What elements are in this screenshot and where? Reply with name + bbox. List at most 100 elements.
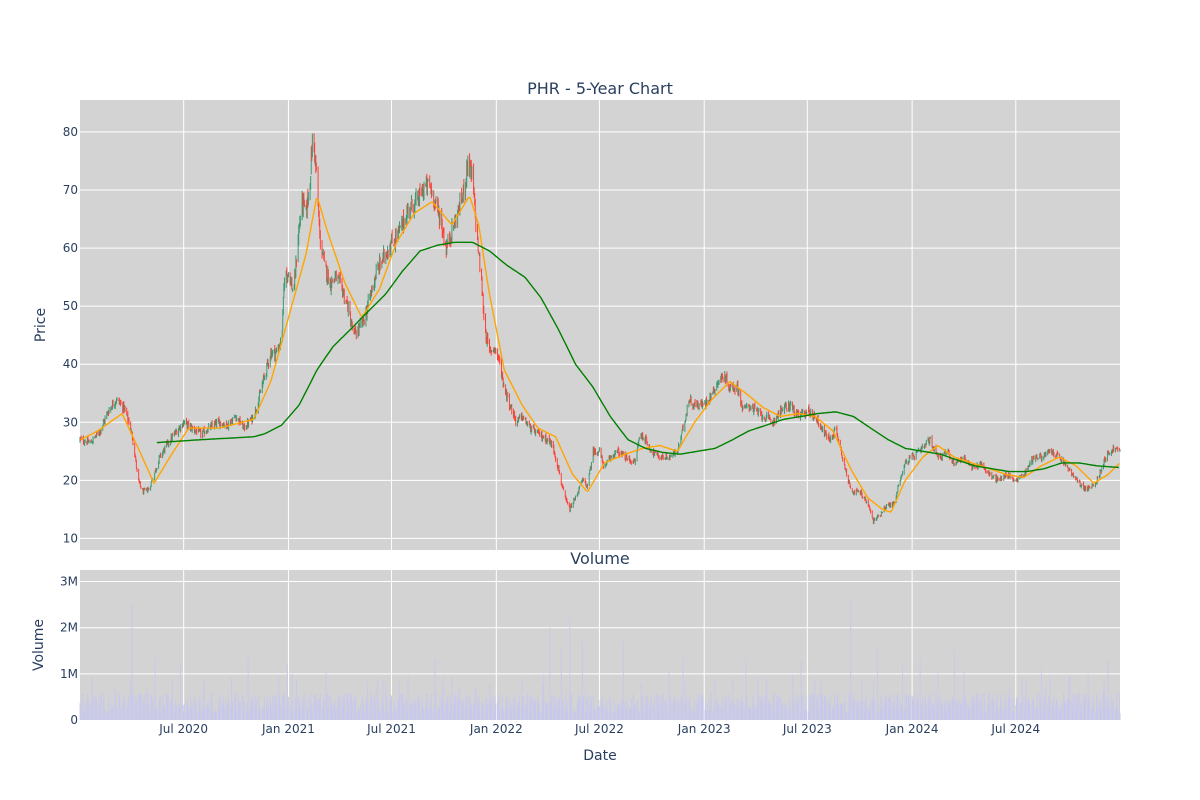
volume-bar-261 xyxy=(287,707,289,720)
volume-bar-1106 xyxy=(961,703,963,720)
volume-bar-568 xyxy=(532,699,534,720)
volume-bar-917 xyxy=(810,693,812,720)
volume-bar-743 xyxy=(672,704,674,720)
volume-bar-1185 xyxy=(1024,710,1026,720)
volume-bar-1178 xyxy=(1019,709,1021,720)
volume-bar-229 xyxy=(262,706,264,720)
volume-bar-395 xyxy=(394,713,396,720)
volume-bar-1165 xyxy=(1008,698,1010,720)
volume-bar-189 xyxy=(230,712,232,720)
volume-bar-1181 xyxy=(1021,702,1022,720)
volume-bar-470 xyxy=(454,694,456,720)
volume-bar-996 xyxy=(873,699,875,720)
volume-bar-153 xyxy=(202,712,203,720)
volume-bar-1070 xyxy=(932,705,934,720)
volume-bar-1186 xyxy=(1025,698,1026,720)
volume-bar-1239 xyxy=(1067,698,1069,720)
volume-bar-90 xyxy=(151,695,153,720)
volume-bar-430 xyxy=(422,708,424,720)
volume-bar-1103 xyxy=(959,699,961,720)
volume-bar-534 xyxy=(505,699,507,720)
volume-bar-896 xyxy=(793,712,795,720)
volume-bar-506 xyxy=(482,702,484,720)
volume-bar-872 xyxy=(774,711,776,720)
volume-bar-559 xyxy=(525,707,527,720)
volume-bar-451 xyxy=(438,708,440,720)
volume-bar-1220 xyxy=(1052,703,1054,720)
volume-bar-1025 xyxy=(896,695,898,720)
volume-bar-835 xyxy=(745,660,747,720)
volume-bar-481 xyxy=(462,701,464,720)
volume-bar-977 xyxy=(858,700,860,720)
volume-bar-1010 xyxy=(884,696,886,720)
volume-bar-753 xyxy=(680,696,682,720)
volume-bar-729 xyxy=(661,702,663,720)
volume-bar-1086 xyxy=(945,697,947,720)
volume-bar-288 xyxy=(309,703,311,720)
volume-bar-936 xyxy=(825,702,827,720)
volume-bar-1164 xyxy=(1007,695,1009,720)
volume-bar-342 xyxy=(351,703,353,720)
volume-bar-955 xyxy=(841,703,842,720)
volume-bar-7 xyxy=(84,701,86,720)
volume-bar-711 xyxy=(646,694,648,720)
volume-bar-298 xyxy=(317,698,319,720)
volume-bar-205 xyxy=(243,712,244,720)
volume-bar-283 xyxy=(305,700,307,720)
volume-bar-841 xyxy=(749,708,751,720)
volume-bar-746 xyxy=(674,702,676,720)
volume-bar-1175 xyxy=(1016,700,1018,720)
volume-bar-1013 xyxy=(887,697,889,720)
volume-bar-148 xyxy=(198,713,199,720)
volume-bar-214 xyxy=(250,695,252,720)
volume-bar-168 xyxy=(214,710,215,720)
volume-bar-312 xyxy=(327,695,329,720)
volume-bar-279 xyxy=(302,705,304,720)
volume-bar-679 xyxy=(621,700,623,720)
volume-bar-388 xyxy=(389,699,391,720)
volume-bar-272 xyxy=(296,680,297,720)
volume-bar-842 xyxy=(750,708,752,720)
volume-bar-958 xyxy=(843,702,845,720)
volume-bar-689 xyxy=(629,707,631,720)
volume-grid xyxy=(80,570,1120,720)
volume-bar-563 xyxy=(528,694,530,720)
volume-bar-852 xyxy=(758,695,760,720)
volume-bar-716 xyxy=(650,694,652,720)
volume-bar-163 xyxy=(210,713,211,720)
volume-bar-807 xyxy=(722,705,724,720)
volume-bar-1296 xyxy=(1112,698,1114,720)
volume-bar-965 xyxy=(849,702,850,720)
volume-bar-700 xyxy=(637,706,639,720)
volume-bar-1039 xyxy=(908,696,910,720)
volume-bar-135 xyxy=(187,698,189,720)
volume-bar-732 xyxy=(662,694,664,720)
volume-bar-310 xyxy=(326,693,328,720)
volume-bar-629 xyxy=(581,703,583,720)
volume-bar-1202 xyxy=(1037,710,1039,720)
volume-bar-1080 xyxy=(940,702,942,720)
volume-bar-118 xyxy=(174,711,176,720)
volume-bar-466 xyxy=(450,705,452,720)
volume-bar-691 xyxy=(630,709,632,720)
volume-bar-768 xyxy=(692,709,694,720)
volume-bar-949 xyxy=(836,696,838,720)
volume-bar-227 xyxy=(260,710,262,720)
volume-bar-649 xyxy=(597,706,599,720)
volume-bar-658 xyxy=(604,705,606,720)
volume-bar-812 xyxy=(726,712,728,720)
volume-bar-889 xyxy=(788,710,790,720)
volume-bar-259 xyxy=(286,696,288,720)
volume-bar-143 xyxy=(194,699,195,720)
volume-bar-1240 xyxy=(1068,677,1070,720)
volume-bar-1094 xyxy=(952,697,954,720)
volume-bar-456 xyxy=(442,677,444,720)
volume-bar-1265 xyxy=(1088,700,1090,720)
volume-bar-398 xyxy=(397,702,399,720)
volume-bar-346 xyxy=(355,694,357,720)
volume-bar-325 xyxy=(338,696,340,720)
volume-bar-816 xyxy=(730,700,731,720)
volume-bar-1255 xyxy=(1080,707,1082,720)
volume-bar-1041 xyxy=(909,710,911,720)
